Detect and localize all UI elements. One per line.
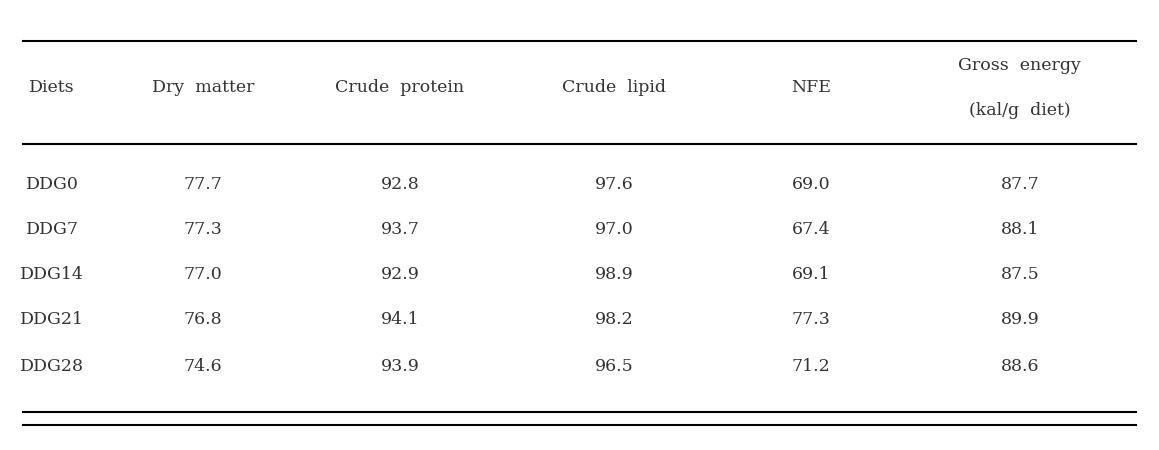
Text: 93.9: 93.9 — [380, 358, 420, 375]
Text: 87.5: 87.5 — [1000, 266, 1040, 283]
Text: 71.2: 71.2 — [792, 358, 831, 375]
Text: 89.9: 89.9 — [1000, 311, 1040, 328]
Text: 76.8: 76.8 — [183, 311, 223, 328]
Text: 77.7: 77.7 — [183, 176, 223, 193]
Text: DDG28: DDG28 — [20, 358, 85, 375]
Text: 87.7: 87.7 — [1000, 176, 1040, 193]
Text: 97.6: 97.6 — [595, 176, 634, 193]
Text: 92.8: 92.8 — [380, 176, 420, 193]
Text: DDG14: DDG14 — [20, 266, 85, 283]
Text: 69.0: 69.0 — [792, 176, 831, 193]
Text: Dry  matter: Dry matter — [152, 79, 254, 96]
Text: 92.9: 92.9 — [380, 266, 420, 283]
Text: 77.3: 77.3 — [792, 311, 831, 328]
Text: Gross  energy: Gross energy — [958, 57, 1081, 74]
Text: 98.9: 98.9 — [595, 266, 634, 283]
Text: 98.2: 98.2 — [595, 311, 634, 328]
Text: DDG21: DDG21 — [20, 311, 85, 328]
Text: 74.6: 74.6 — [183, 358, 223, 375]
Text: 94.1: 94.1 — [380, 311, 420, 328]
Text: 67.4: 67.4 — [792, 221, 831, 238]
Text: 77.0: 77.0 — [183, 266, 223, 283]
Text: (kal/g  diet): (kal/g diet) — [969, 102, 1071, 119]
Text: Crude  protein: Crude protein — [335, 79, 465, 96]
Text: 88.1: 88.1 — [1000, 221, 1040, 238]
Text: 96.5: 96.5 — [595, 358, 634, 375]
Text: 88.6: 88.6 — [1000, 358, 1040, 375]
Text: 97.0: 97.0 — [595, 221, 634, 238]
Text: Crude  lipid: Crude lipid — [562, 79, 666, 96]
Text: DDG0: DDG0 — [25, 176, 79, 193]
Text: 93.7: 93.7 — [380, 221, 420, 238]
Text: NFE: NFE — [792, 79, 831, 96]
Text: Diets: Diets — [29, 79, 75, 96]
Text: 77.3: 77.3 — [183, 221, 223, 238]
Text: 69.1: 69.1 — [792, 266, 831, 283]
Text: DDG7: DDG7 — [25, 221, 79, 238]
